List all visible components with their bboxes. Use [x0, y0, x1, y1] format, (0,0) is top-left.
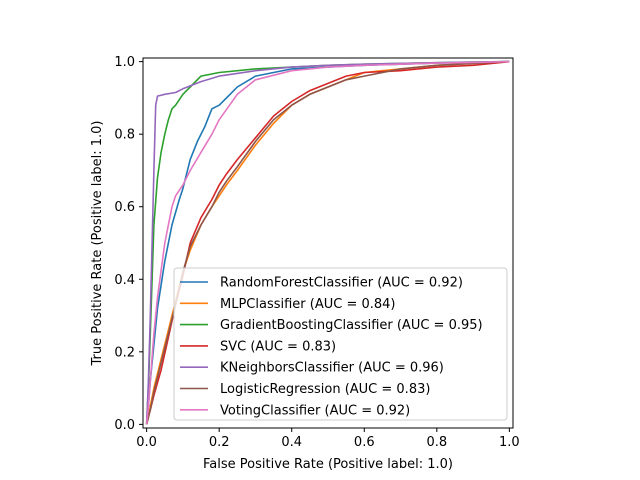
plot-frame [142, 57, 514, 429]
legend-entry-label: KNeighborsClassifier (AUC = 0.96) [220, 361, 444, 376]
series-line-6 [145, 60, 510, 425]
legend-entry-label: LogisticRegression (AUC = 0.83) [220, 382, 430, 397]
x-tick-label: 0.4 [281, 435, 302, 450]
x-tick-label: 0.2 [209, 435, 230, 450]
y-tick-label: 0.0 [114, 418, 135, 433]
legend-box [173, 267, 508, 421]
y-tick-label: 1.0 [114, 55, 135, 70]
y-tick-label: 0.2 [114, 345, 135, 360]
y-axis-ticks: 0.0 0.2 0.4 0.6 0.8 1.0 [114, 55, 143, 433]
series-layer [145, 60, 510, 425]
legend-entry-label: GradientBoostingClassifier (AUC = 0.95) [220, 318, 483, 333]
y-axis-label: True Positive Rate (Positive label: 1.0) [90, 121, 105, 367]
y-tick-label: 0.8 [114, 128, 135, 143]
y-tick-label: 0.4 [114, 273, 135, 288]
legend-entry-label: SVC (AUC = 0.83) [220, 339, 336, 354]
legend: RandomForestClassifier (AUC = 0.92) MLPCl… [173, 267, 508, 421]
x-axis-label: False Positive Rate (Positive label: 1.0… [203, 457, 453, 472]
legend-entry-label: MLPClassifier (AUC = 0.84) [220, 297, 396, 312]
y-tick-label: 0.6 [114, 200, 135, 215]
x-tick-label: 1.0 [499, 435, 520, 450]
series-line-3 [145, 60, 510, 425]
legend-entry-label: RandomForestClassifier (AUC = 0.92) [220, 276, 463, 291]
series-line-4 [145, 60, 510, 425]
x-tick-label: 0.0 [136, 435, 157, 450]
x-tick-label: 0.8 [426, 435, 447, 450]
x-axis-ticks: 0.0 0.2 0.4 0.6 0.8 1.0 [136, 428, 520, 450]
legend-entry-label: VotingClassifier (AUC = 0.92) [220, 403, 410, 418]
x-tick-label: 0.6 [354, 435, 375, 450]
series-line-5 [145, 60, 510, 425]
